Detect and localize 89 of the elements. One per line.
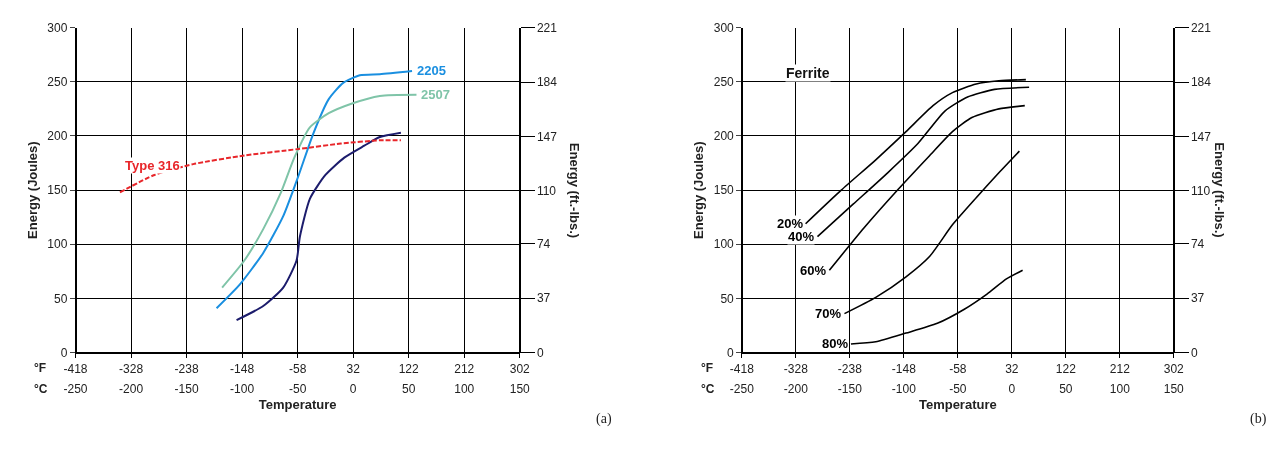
x-tick-label: -50 [949, 382, 967, 397]
y-tick-label: 300 [713, 20, 735, 35]
y2-axis-title: Energy (ft.-lbs.) [567, 142, 583, 239]
y-axis-title: Energy (Joules) [691, 141, 707, 239]
x-tick-label: -100 [891, 382, 917, 397]
line-series [235, 131, 402, 322]
y2-tick-label: 74 [536, 237, 551, 251]
y-tick-label: 150 [47, 183, 68, 198]
y-tick-label: 200 [47, 129, 68, 144]
x-tick-label: -100 [230, 382, 255, 397]
x-axis-title: Temperature [258, 396, 337, 412]
x2-tick-label: -148 [230, 361, 255, 376]
x-tick-label: -250 [729, 382, 755, 397]
y-axis-title: Energy (Joules) [24, 141, 40, 239]
y2-tick-label: 221 [1190, 20, 1212, 35]
y-tick-label: 100 [713, 237, 735, 252]
text: °C [701, 382, 715, 396]
series-label: 2205 [417, 63, 446, 78]
y2-tick-label: 110 [536, 184, 557, 199]
y-tick-label: 100 [47, 237, 68, 252]
series-label: Type 316 [125, 158, 180, 173]
x2-tick-label: -58 [949, 361, 967, 376]
x-tick-label: 100 [1109, 382, 1131, 397]
series-label: 60% [800, 263, 827, 278]
x-tick-label: -250 [63, 382, 88, 397]
text: °F [34, 361, 47, 375]
line-series [221, 93, 418, 289]
x2-tick-label: -238 [174, 361, 199, 376]
text: (a) [596, 411, 612, 427]
y-tick-label: 150 [713, 183, 735, 198]
x2-tick-label: -238 [837, 361, 863, 376]
x2-tick-label: 32 [1005, 361, 1019, 376]
y2-tick-label: 147 [536, 129, 558, 144]
y2-axis-title: Energy (ft.-lbs.) [1211, 142, 1227, 238]
x-tick-label: 50 [402, 382, 416, 397]
x-tick-label: 150 [1163, 382, 1185, 397]
y2-tick-label: 0 [536, 345, 544, 360]
line-series [118, 139, 402, 194]
x-tick-label: -150 [837, 382, 863, 397]
y2-tick-label: 184 [1190, 75, 1212, 90]
x2-tick-label: 302 [509, 361, 531, 376]
series-label: 70% [815, 306, 842, 321]
x2-tick-label: 122 [398, 361, 420, 376]
x2-tick-label: 212 [454, 361, 475, 376]
y-tick-label: 300 [47, 20, 68, 35]
y2-tick-label: 37 [1190, 291, 1205, 306]
y-tick-label: 0 [60, 345, 68, 360]
series-label: 40% [788, 229, 815, 244]
x2-tick-label: -58 [288, 361, 307, 376]
x2-tick-label: -328 [783, 361, 809, 376]
y2-tick-label: 37 [536, 291, 551, 306]
y-tick-label: 50 [720, 291, 735, 306]
y2-tick-label: 221 [536, 20, 558, 35]
x-tick-label: -150 [174, 382, 199, 397]
text: °C [34, 382, 48, 396]
x2-tick-label: 32 [346, 361, 361, 376]
y2-tick-label: 0 [1190, 345, 1198, 360]
x-axis-title: Temperature [918, 396, 997, 412]
text: (b) [1250, 411, 1267, 427]
x-tick-label: -200 [783, 382, 809, 397]
y2-tick-label: 74 [1190, 237, 1205, 251]
x-tick-label: -200 [119, 382, 144, 397]
x-tick-label: 50 [1059, 382, 1073, 397]
y-tick-label: 250 [47, 75, 68, 90]
x-tick-label: -50 [288, 382, 307, 397]
y-tick-label: 250 [713, 75, 735, 90]
x-tick-label: 100 [454, 382, 475, 397]
y-tick-label: 0 [727, 345, 735, 360]
line-series [215, 69, 414, 310]
series-label: 20% [777, 216, 804, 231]
x2-tick-label: 302 [1163, 361, 1185, 376]
x2-tick-label: -418 [63, 361, 88, 376]
y-tick-label: 50 [54, 291, 68, 306]
text: °F [701, 361, 714, 375]
y2-tick-label: 110 [1190, 184, 1211, 199]
y2-tick-label: 184 [536, 75, 558, 90]
series-label: 2507 [421, 87, 450, 102]
x2-tick-label: 122 [1055, 361, 1077, 376]
x-tick-label: 0 [1008, 382, 1016, 397]
x2-tick-label: -418 [729, 361, 755, 376]
x2-tick-label: 212 [1109, 361, 1131, 376]
y2-tick-label: 147 [1190, 129, 1212, 144]
x2-tick-label: -328 [119, 361, 144, 376]
y-tick-label: 200 [713, 129, 735, 144]
series-label: 80% [822, 336, 849, 351]
x-tick-label: 150 [509, 382, 531, 397]
x-tick-label: 0 [349, 382, 357, 397]
annotation: Ferrite [786, 65, 830, 81]
x2-tick-label: -148 [891, 361, 917, 376]
